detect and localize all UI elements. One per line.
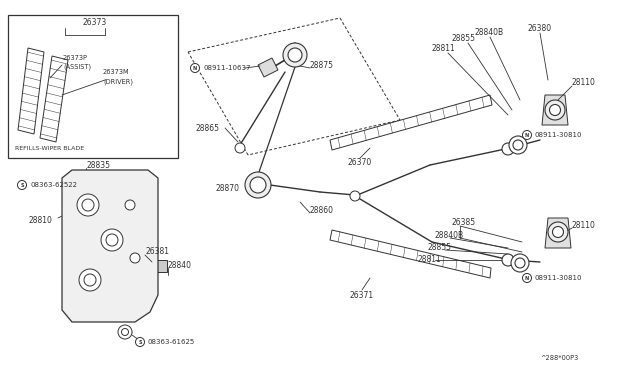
Text: 28110: 28110 [572, 221, 596, 230]
FancyBboxPatch shape [8, 15, 178, 158]
Text: 26373M: 26373M [103, 69, 130, 75]
Text: 28840B: 28840B [435, 231, 464, 240]
Polygon shape [258, 58, 278, 77]
Circle shape [515, 258, 525, 268]
Text: 26373: 26373 [83, 17, 107, 26]
Circle shape [511, 254, 529, 272]
Text: 08363-62522: 08363-62522 [30, 182, 77, 188]
Text: 08911-10637: 08911-10637 [204, 65, 252, 71]
Text: 26385: 26385 [452, 218, 476, 227]
Text: 28810: 28810 [28, 215, 52, 224]
Text: 28811: 28811 [432, 44, 456, 52]
Circle shape [513, 140, 523, 150]
Text: 28835: 28835 [86, 160, 110, 170]
Polygon shape [542, 95, 568, 125]
Text: 08363-61625: 08363-61625 [148, 339, 195, 345]
Text: 26371: 26371 [350, 291, 374, 299]
Circle shape [502, 254, 514, 266]
Text: 28865: 28865 [195, 124, 219, 132]
Text: S: S [20, 183, 24, 187]
Circle shape [77, 194, 99, 216]
Text: 28840: 28840 [168, 260, 192, 269]
Text: 28855: 28855 [428, 244, 452, 253]
Polygon shape [330, 230, 491, 278]
Circle shape [245, 172, 271, 198]
Circle shape [82, 199, 94, 211]
Text: 26380: 26380 [528, 23, 552, 32]
Circle shape [130, 253, 140, 263]
Text: 28855: 28855 [452, 33, 476, 42]
Circle shape [522, 273, 531, 282]
Circle shape [545, 100, 565, 120]
Circle shape [509, 136, 527, 154]
Circle shape [548, 222, 568, 242]
Text: 26370: 26370 [348, 157, 372, 167]
Circle shape [288, 48, 302, 62]
Text: 26381: 26381 [145, 247, 169, 257]
Text: N: N [525, 132, 529, 138]
Circle shape [550, 105, 561, 115]
Text: 28875: 28875 [310, 61, 334, 70]
Circle shape [17, 180, 26, 189]
Text: N: N [193, 65, 197, 71]
Text: N: N [525, 276, 529, 280]
FancyBboxPatch shape [152, 260, 167, 272]
Text: (DRIVER): (DRIVER) [103, 79, 133, 85]
Circle shape [125, 200, 135, 210]
Text: 28110: 28110 [572, 77, 596, 87]
Polygon shape [545, 218, 571, 248]
Text: (ASSIST): (ASSIST) [63, 64, 91, 70]
Circle shape [84, 274, 96, 286]
Circle shape [350, 191, 360, 201]
Circle shape [283, 43, 307, 67]
Circle shape [79, 269, 101, 291]
Circle shape [118, 325, 132, 339]
Circle shape [191, 64, 200, 73]
Text: 28870: 28870 [215, 183, 239, 192]
Circle shape [552, 227, 563, 237]
Circle shape [122, 328, 129, 336]
Text: REFILLS-WIPER BLADE: REFILLS-WIPER BLADE [15, 145, 84, 151]
Circle shape [250, 177, 266, 193]
Text: 28840B: 28840B [475, 28, 504, 36]
Text: S: S [138, 340, 141, 344]
Text: 08911-30810: 08911-30810 [535, 275, 582, 281]
Text: 28811: 28811 [418, 256, 442, 264]
Text: 08911-30810: 08911-30810 [535, 132, 582, 138]
Circle shape [502, 143, 514, 155]
Polygon shape [330, 95, 492, 150]
Circle shape [522, 131, 531, 140]
Polygon shape [62, 170, 158, 322]
Circle shape [235, 143, 245, 153]
Circle shape [106, 234, 118, 246]
Polygon shape [18, 48, 44, 134]
Text: 28860: 28860 [310, 205, 334, 215]
Circle shape [101, 229, 123, 251]
Text: ^288*00P3: ^288*00P3 [540, 355, 579, 361]
Circle shape [136, 337, 145, 346]
Polygon shape [40, 56, 68, 142]
Text: 26373P: 26373P [63, 55, 88, 61]
